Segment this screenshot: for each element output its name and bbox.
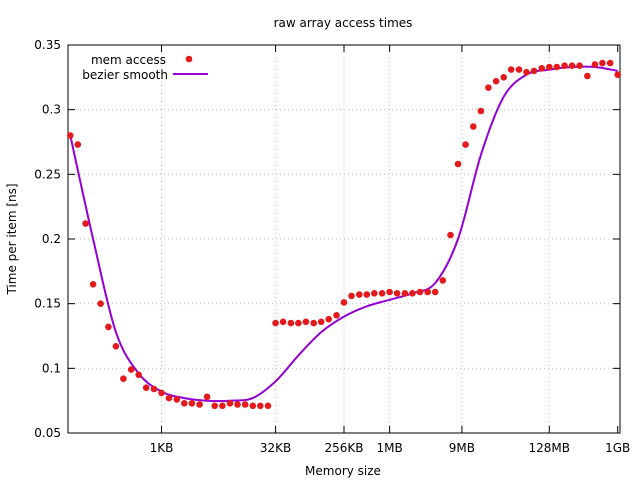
mem-access-point xyxy=(241,401,249,408)
mem-access-point xyxy=(211,402,218,410)
mem-access-point xyxy=(74,141,82,148)
mem-access-point xyxy=(272,319,279,327)
mem-access-point xyxy=(105,323,112,331)
x-tick-label: 1MB xyxy=(377,441,403,455)
mem-access-point xyxy=(112,343,120,350)
mem-access-point xyxy=(614,71,621,78)
mem-access-point xyxy=(181,400,188,407)
mem-access-point xyxy=(507,66,515,73)
chart-title: raw array access times xyxy=(274,16,413,30)
mem-access-point xyxy=(203,393,211,401)
x-tick-label: 128MB xyxy=(529,441,571,455)
legend-label-mem-access: mem access xyxy=(91,53,166,67)
x-axis-label: Memory size xyxy=(305,464,381,478)
y-tick-label: 0.15 xyxy=(34,297,61,311)
mem-access-point xyxy=(67,132,74,139)
mem-access-point xyxy=(424,288,432,296)
mem-access-point xyxy=(515,66,523,73)
mem-access-point xyxy=(127,366,135,373)
plot-frame xyxy=(67,44,621,434)
mem-access-point xyxy=(302,318,310,326)
mem-access-point xyxy=(431,288,439,296)
series-points-group xyxy=(67,59,621,410)
mem-access-point xyxy=(477,107,485,115)
mem-access-point xyxy=(310,319,318,327)
mem-access-point xyxy=(333,312,340,319)
mem-access-point xyxy=(454,160,462,168)
mem-access-point xyxy=(401,290,409,297)
legend-marker-mem-access xyxy=(185,55,193,63)
x-tick-label: 1KB xyxy=(150,441,174,455)
mem-access-point xyxy=(340,299,348,306)
mem-access-point xyxy=(447,231,454,239)
mem-access-point xyxy=(279,318,287,326)
mem-access-point xyxy=(485,84,492,91)
mem-access-point xyxy=(462,141,469,148)
mem-access-point xyxy=(606,59,614,67)
mem-access-point xyxy=(188,400,196,407)
mem-access-point xyxy=(196,401,203,408)
mem-access-point xyxy=(561,62,568,69)
mem-access-point xyxy=(386,288,393,296)
mem-access-point xyxy=(135,371,142,379)
mem-access-point xyxy=(150,385,158,393)
mem-access-point xyxy=(409,290,416,297)
mem-access-point xyxy=(470,123,477,130)
mem-access-point xyxy=(97,300,104,308)
mem-access-point xyxy=(393,290,401,297)
y-tick-label: 0.3 xyxy=(42,103,61,117)
legend-label-bezier-smooth: bezier smooth xyxy=(82,68,168,82)
mem-access-point xyxy=(553,63,561,71)
mem-access-point xyxy=(416,288,424,296)
mem-access-point xyxy=(234,401,241,408)
mem-access-point xyxy=(348,292,355,300)
y-tick-label: 0.2 xyxy=(42,232,61,246)
mem-access-point xyxy=(325,315,333,323)
mem-access-point xyxy=(120,375,127,383)
mem-access-point xyxy=(576,62,583,69)
x-tick-label: 256KB xyxy=(324,441,363,455)
mem-access-point xyxy=(264,402,272,410)
y-tick-label: 0.05 xyxy=(34,426,61,440)
mem-access-point xyxy=(599,59,606,67)
mem-access-point xyxy=(142,384,150,392)
mem-access-point xyxy=(523,68,530,76)
ticks: 0.05 0.1 0.15 0.2 0.25 0.3 0.35 1KB 32KB 256KB 1MB… xyxy=(34,38,630,455)
mem-access-point xyxy=(500,74,508,81)
mem-access-point xyxy=(173,396,181,403)
y-axis-label: Time per item [ns] xyxy=(5,183,19,295)
mem-access-point xyxy=(530,67,538,75)
mem-access-point xyxy=(317,318,325,326)
mem-access-point xyxy=(371,290,378,297)
mem-access-point xyxy=(591,61,599,68)
x-tick-label: 9MB xyxy=(449,441,475,455)
mem-access-point xyxy=(439,277,447,284)
mem-access-point xyxy=(538,65,546,72)
y-tick-label: 0.35 xyxy=(34,38,61,52)
x-tick-label: 1GB xyxy=(605,441,630,455)
mem-access-point xyxy=(89,281,97,288)
mem-access-point xyxy=(546,63,553,71)
mem-access-point xyxy=(356,291,363,298)
y-tick-label: 0.1 xyxy=(42,361,61,375)
mem-access-point xyxy=(257,402,264,410)
grid xyxy=(68,45,620,433)
x-tick-label: 32KB xyxy=(260,441,291,455)
mem-access-point xyxy=(249,402,257,410)
mem-access-point xyxy=(378,290,386,297)
mem-access-point xyxy=(219,402,226,410)
y-tick-label: 0.25 xyxy=(34,167,61,181)
mem-access-point xyxy=(584,72,591,80)
mem-access-point xyxy=(226,400,234,407)
mem-access-point xyxy=(295,319,302,327)
mem-access-point xyxy=(158,389,165,397)
mem-access-point xyxy=(492,77,500,85)
legend: mem access bezier smooth xyxy=(82,53,208,82)
mem-access-point xyxy=(363,291,371,298)
mem-access-point xyxy=(165,394,173,402)
mem-access-point xyxy=(568,62,576,69)
mem-access-point xyxy=(287,319,295,327)
mem-access-point xyxy=(82,220,89,227)
